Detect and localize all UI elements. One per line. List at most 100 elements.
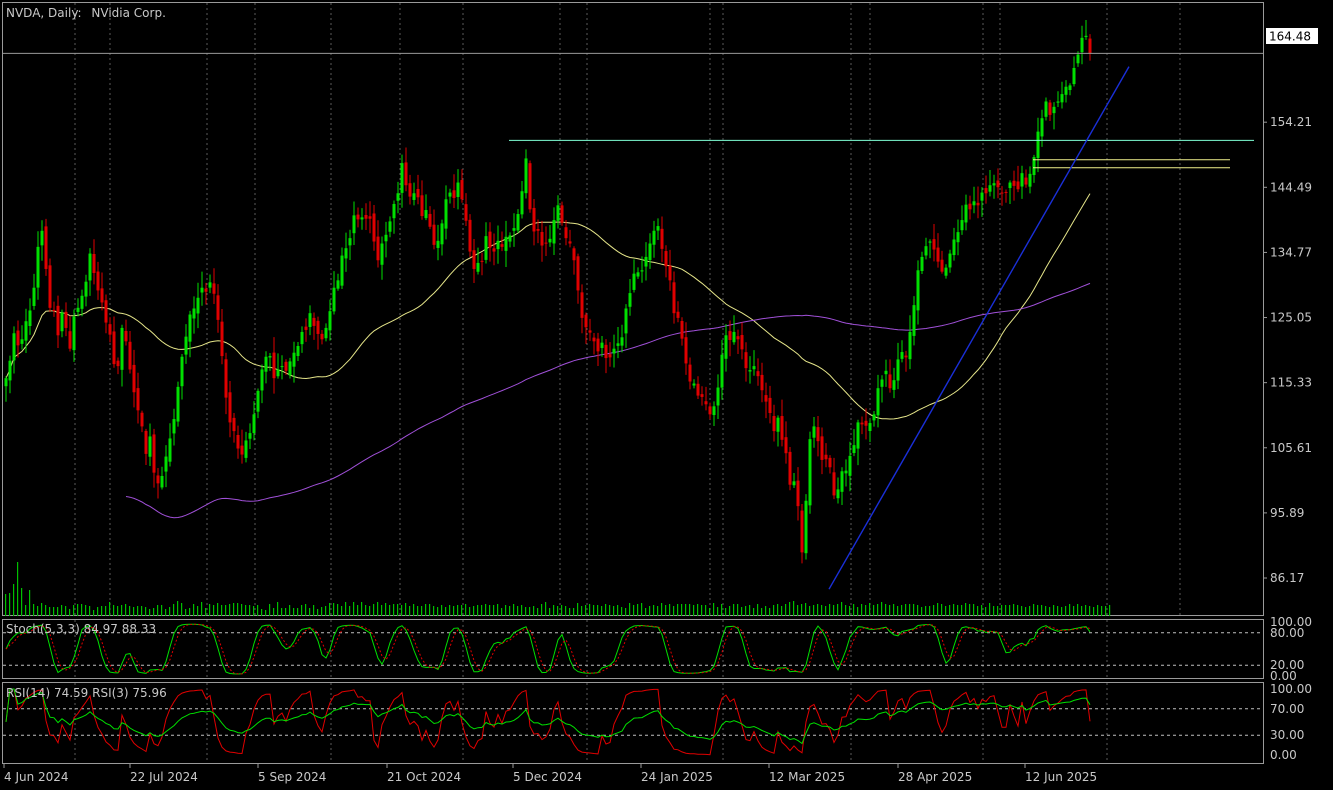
volume-bar [625, 608, 627, 616]
candle-body [28, 310, 32, 327]
candle-body [892, 380, 896, 390]
drawn-lines[interactable] [2, 52, 1264, 590]
candle-body [688, 364, 692, 382]
volume-bar [605, 604, 607, 616]
candle-body [864, 420, 868, 426]
candle-body [24, 321, 28, 341]
candle-body [1004, 191, 1008, 193]
trendline [828, 66, 1130, 590]
candles[interactable] [4, 19, 1092, 564]
volume-bar [261, 609, 263, 616]
candle-body [72, 316, 76, 351]
candle-body [592, 337, 596, 342]
candle-body [240, 445, 244, 455]
candle-body [276, 369, 280, 377]
candle-body [740, 335, 744, 350]
ma-short-line [5, 193, 1091, 420]
volume-bar [749, 605, 751, 616]
candle-body [76, 307, 80, 312]
candle-body [832, 472, 836, 496]
volume-bar [1009, 605, 1011, 616]
volume-bar [157, 605, 159, 616]
candle-body [364, 215, 368, 219]
candle-body [960, 220, 964, 231]
candle-body [492, 248, 496, 252]
candle-body [948, 253, 952, 268]
candle-body [296, 346, 300, 357]
volume-bar [741, 607, 743, 616]
volume-bar [493, 605, 495, 616]
volume-bar [221, 605, 223, 616]
candle-body [780, 416, 784, 440]
volume-bar [545, 602, 547, 616]
volume-bar [701, 605, 703, 616]
volume-bar [949, 605, 951, 616]
volume-bar [969, 604, 971, 616]
candle-body [836, 489, 840, 499]
volume-bar [957, 605, 959, 616]
candle-body [860, 422, 864, 425]
volume-bar [601, 606, 603, 616]
volume-bar [881, 602, 883, 616]
volume-bar [825, 606, 827, 616]
volume-bar [101, 606, 103, 616]
candle-body [756, 371, 760, 377]
candle-body [20, 339, 24, 344]
volume-bar [397, 604, 399, 616]
stoch-panel-frame [2, 619, 1264, 679]
candle-body [356, 214, 360, 220]
candle-body [348, 238, 352, 246]
volume-bar [805, 603, 807, 616]
volume-bar [565, 606, 567, 616]
rsi-tick-label: 100.00 [1270, 682, 1312, 696]
volume-bar [677, 604, 679, 616]
volume-bar [377, 602, 379, 616]
volume-bar [1001, 605, 1003, 616]
volume-bar [1045, 606, 1047, 616]
candle-body [944, 267, 948, 276]
volume-bar [1037, 605, 1039, 616]
candle-body [268, 356, 272, 358]
x-tick-label: 22 Jul 2024 [130, 770, 198, 784]
volume-bar [429, 604, 431, 616]
symbol-label: NVDA, Daily: [6, 6, 82, 20]
candle-body [1044, 101, 1048, 117]
volume-bar [673, 606, 675, 616]
candle-body [900, 352, 904, 359]
volume-bar [369, 606, 371, 616]
candle-body [656, 226, 660, 231]
candle-body [912, 305, 916, 336]
volume-bar [877, 604, 879, 616]
candle-body [1060, 94, 1064, 103]
volume-bar [105, 606, 107, 616]
candle-body [684, 337, 688, 364]
candle-body [104, 300, 108, 323]
candle-body [108, 324, 112, 335]
volume-bar [181, 603, 183, 616]
candle-body [732, 331, 736, 343]
moving-averages [5, 193, 1091, 519]
volume-bar [437, 607, 439, 616]
y-tick-label: 115.33 [1270, 376, 1312, 390]
volume-bar [141, 606, 143, 616]
volume-bar [709, 608, 711, 616]
volume-bar [297, 608, 299, 616]
chart-header: NVDA, Daily: NVidia Corp. [6, 6, 166, 20]
candle-body [416, 188, 420, 198]
volume-bar [797, 605, 799, 616]
volume-bar [945, 606, 947, 616]
volume-bar [121, 605, 123, 616]
candle-body [212, 283, 216, 294]
candle-body [608, 354, 612, 358]
volume-bar [109, 602, 111, 616]
volume-bar [217, 603, 219, 616]
volume-bar [853, 604, 855, 616]
candle-body [224, 359, 228, 398]
volume-bar [477, 605, 479, 616]
volume-bar [629, 603, 631, 616]
volume-bar [849, 606, 851, 616]
volume-bar [405, 603, 407, 616]
candle-body [376, 236, 380, 261]
